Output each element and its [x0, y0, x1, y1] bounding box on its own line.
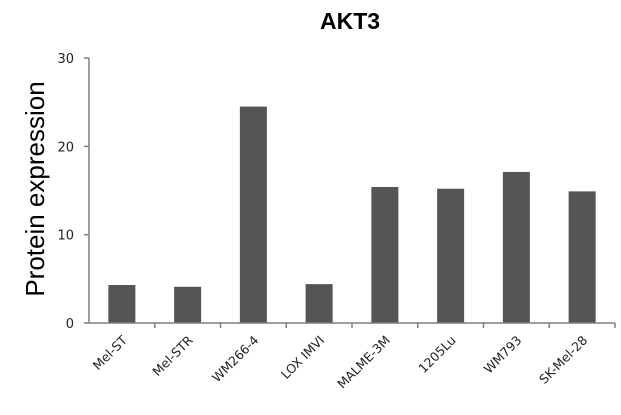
- y-tick-label: 20: [57, 140, 74, 155]
- x-tick-label: 1205Lu: [415, 333, 458, 376]
- x-tick-label: WM266-4: [209, 332, 262, 385]
- x-tick-label: LOX IMVI: [278, 333, 327, 382]
- bars: [108, 106, 596, 323]
- x-tick-label: WM793: [481, 333, 525, 377]
- x-tick-label: Mel-ST: [90, 332, 131, 373]
- bar-lox-imvi: [305, 284, 333, 323]
- bar-wm266-4: [239, 106, 267, 323]
- y-tick-label: 30: [57, 52, 74, 67]
- chart-title: AKT3: [320, 8, 380, 34]
- x-tick-label: Mel-STR: [149, 332, 196, 379]
- bar-malme-3m: [371, 186, 399, 323]
- y-axis-ticks: 0 10 20 30: [57, 52, 74, 332]
- y-axis-label: Protein expression: [20, 81, 50, 296]
- x-axis-labels: Mel-ST Mel-STR WM266-4 LOX IMVI MALME-3M 1205…: [90, 332, 591, 391]
- axes: [84, 57, 616, 328]
- bar-sk-mel-28: [568, 191, 596, 323]
- bar-mel-str: [174, 286, 202, 323]
- x-tick-label: MALME-3M: [334, 333, 393, 392]
- y-tick-label: 0: [66, 317, 74, 332]
- bar-wm793: [502, 171, 530, 323]
- x-tick-label: SK-Mel-28: [536, 332, 590, 386]
- bar-1205lu: [437, 188, 465, 323]
- y-tick-label: 10: [57, 229, 74, 244]
- bar-mel-st: [108, 285, 136, 323]
